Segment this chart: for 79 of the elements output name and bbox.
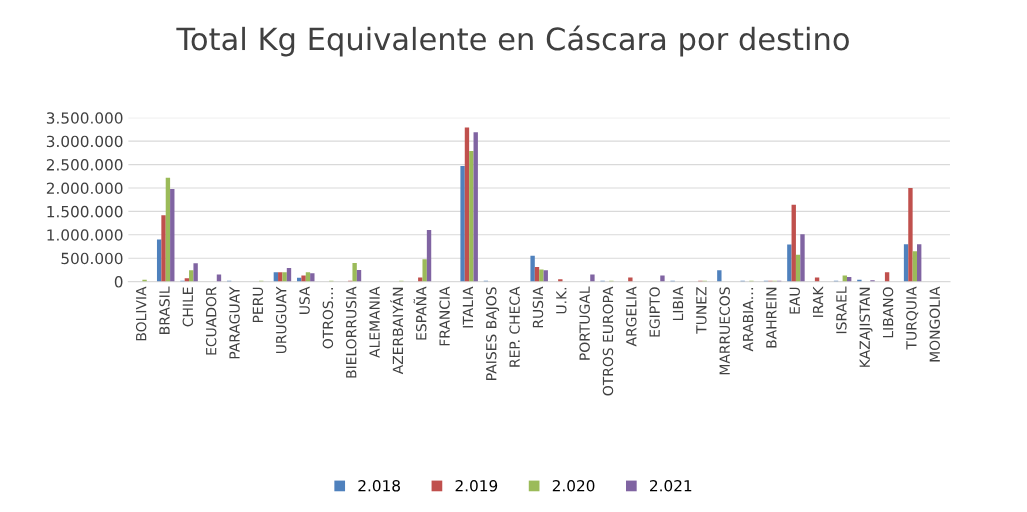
x-tick-label: PAISES BAJOS	[486, 287, 500, 380]
y-tick-label: 2.500.000	[46, 159, 123, 171]
bar	[464, 127, 470, 282]
bar	[628, 277, 633, 282]
x-tick-label: FRANCIA	[439, 286, 450, 346]
bar	[301, 275, 306, 282]
x-tick-label: ARABIA…	[742, 288, 754, 352]
x-tick-label: ECUADOR	[205, 286, 217, 355]
x-tick-label: PORTUGAL	[579, 286, 590, 360]
x-tick-label: TURQUIA	[906, 286, 919, 350]
x-tick-label: KAZAJISTAN	[859, 287, 873, 367]
bar	[426, 230, 432, 282]
bar	[189, 270, 194, 282]
bar	[543, 270, 548, 282]
x-tick-label: LIBIA	[672, 286, 684, 321]
bar	[917, 244, 922, 282]
bar	[903, 244, 909, 282]
x-tick-label: CHILE	[182, 287, 194, 327]
x-tick-label: TUNEZ	[696, 287, 707, 334]
x-tick-label: IRAK	[812, 286, 824, 317]
y-tick-label: 500.000	[61, 252, 123, 265]
bar	[352, 262, 357, 282]
y-tick-label: 2.000.000	[46, 182, 123, 194]
y-tick-label: 3.500.000	[46, 112, 123, 124]
x-tick-label: LIBANO	[882, 287, 894, 338]
bar	[530, 255, 535, 282]
x-tick-label: OTROS EUROPA	[602, 286, 614, 396]
x-tick-label: PERU	[252, 287, 264, 323]
bar	[800, 234, 805, 282]
bar	[908, 187, 913, 282]
legend-label: 2.021	[650, 479, 692, 492]
bar	[660, 275, 665, 282]
x-tick-label: BIELORRUSIA	[345, 286, 357, 378]
x-tick-label: EAU	[789, 287, 800, 314]
x-tick-label: BAHREIN	[766, 287, 777, 348]
x-tick-label: ARGELIA	[626, 286, 637, 347]
x-tick-label: AZERBAIYÁN	[390, 287, 403, 375]
x-tick-label: RUSIA	[532, 286, 544, 328]
x-tick-label: EGIPTO	[649, 287, 660, 337]
bar	[590, 274, 595, 282]
y-tick-label: 1.500.000	[47, 205, 123, 218]
x-tick-label: BOLIVIA	[135, 286, 147, 341]
bar	[282, 272, 287, 282]
bar	[787, 244, 792, 282]
bar	[539, 269, 544, 282]
bar	[717, 270, 722, 282]
x-tick-label: BRASIL	[159, 286, 170, 334]
legend-label: 2.018	[358, 479, 400, 492]
bar	[460, 165, 465, 282]
x-tick-label: PARAGUAY	[229, 286, 240, 359]
bar	[912, 251, 918, 282]
x-tick-label: REP. CHECA	[509, 286, 520, 367]
x-tick-label: ESPAÑA	[413, 286, 427, 340]
x-tick-label: ITALIA	[462, 286, 473, 328]
bar	[791, 204, 796, 282]
legend-label: 2.020	[552, 479, 595, 492]
bar	[161, 215, 166, 282]
bar	[558, 279, 563, 282]
y-tick-label: 0	[114, 276, 123, 288]
bar	[310, 273, 315, 282]
legend-label: 2.019	[455, 479, 498, 492]
x-tick-label: U.K.	[556, 287, 567, 314]
bar	[473, 132, 478, 282]
x-tick-label: MONGOLIA	[929, 286, 940, 362]
y-tick-label: 1.000.000	[47, 229, 123, 241]
x-tick-label: USA	[299, 286, 310, 314]
x-tick-label: ISRAEL	[836, 286, 847, 334]
x-tick-label: URUGUAY	[275, 286, 287, 354]
bar	[170, 188, 175, 282]
bar	[469, 151, 474, 282]
bar	[422, 259, 427, 282]
bar	[165, 177, 171, 282]
bar	[193, 263, 198, 282]
bar	[156, 239, 162, 282]
chart-title: Total Kg Equivalente en Cáscara por destino	[176, 25, 849, 57]
y-tick-label: 3.000.000	[46, 135, 123, 148]
x-tick-label: OTROS…	[322, 288, 334, 349]
x-tick-label: MARRUECOS	[719, 287, 730, 375]
x-tick-label: ALEMANIA	[369, 286, 380, 358]
